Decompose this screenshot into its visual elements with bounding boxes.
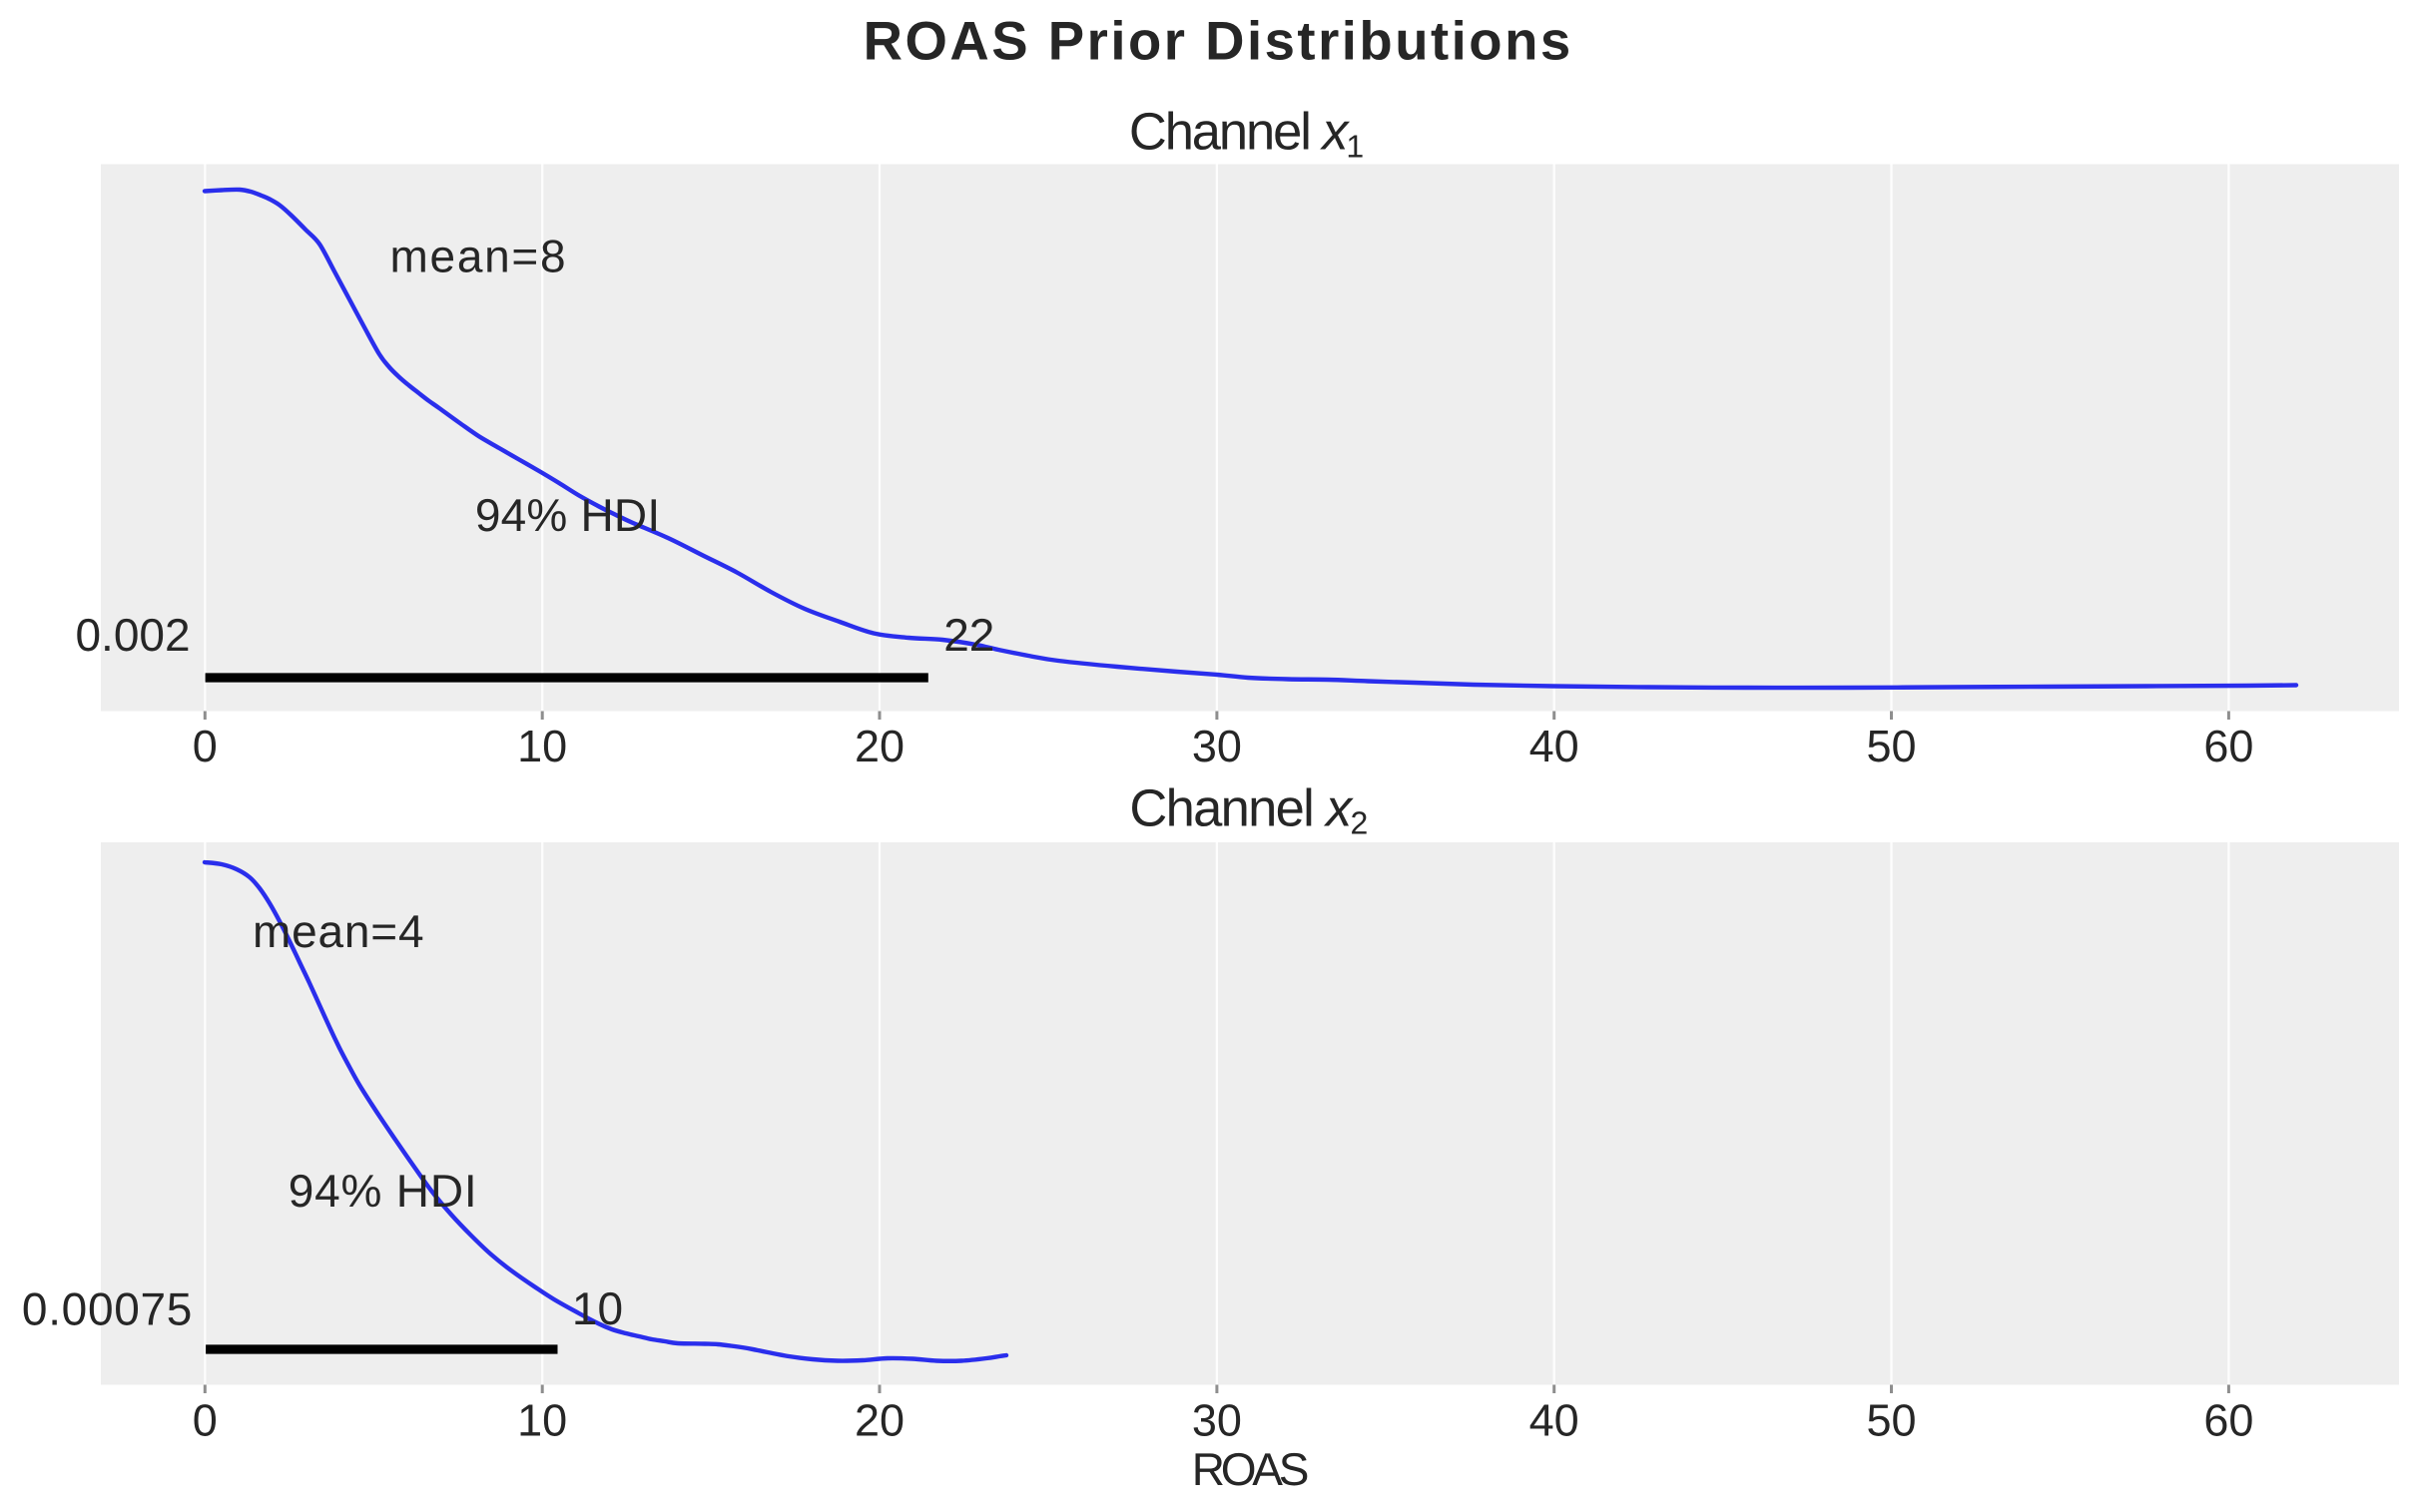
svg-text:10: 10 — [572, 1282, 623, 1334]
svg-text:50: 50 — [1866, 721, 1916, 771]
svg-text:0.002: 0.002 — [75, 609, 190, 661]
svg-text:20: 20 — [855, 1395, 905, 1446]
svg-text:0: 0 — [193, 1395, 218, 1446]
svg-text:60: 60 — [2203, 1395, 2253, 1446]
svg-text:40: 40 — [1529, 1395, 1579, 1446]
svg-text:ROAS Prior Distributions: ROAS Prior Distributions — [864, 10, 1573, 71]
svg-text:Channel x1: Channel x1 — [1129, 102, 1364, 164]
svg-text:10: 10 — [517, 721, 567, 771]
svg-text:mean=8: mean=8 — [390, 231, 568, 282]
svg-text:mean=4: mean=4 — [253, 905, 424, 957]
svg-text:60: 60 — [2203, 721, 2253, 771]
svg-text:30: 30 — [1192, 1395, 1242, 1446]
svg-text:ROAS: ROAS — [1192, 1443, 1308, 1495]
svg-text:50: 50 — [1866, 1395, 1916, 1446]
svg-text:40: 40 — [1529, 721, 1579, 771]
svg-text:0: 0 — [193, 721, 218, 771]
svg-text:Channel x2: Channel x2 — [1129, 779, 1367, 841]
svg-text:22: 22 — [943, 609, 994, 661]
svg-text:20: 20 — [855, 721, 905, 771]
svg-text:30: 30 — [1192, 721, 1242, 771]
svg-text:10: 10 — [517, 1395, 567, 1446]
svg-text:0.00075: 0.00075 — [22, 1282, 193, 1334]
svg-text:94% HDI: 94% HDI — [475, 489, 660, 541]
svg-text:94% HDI: 94% HDI — [289, 1165, 478, 1217]
